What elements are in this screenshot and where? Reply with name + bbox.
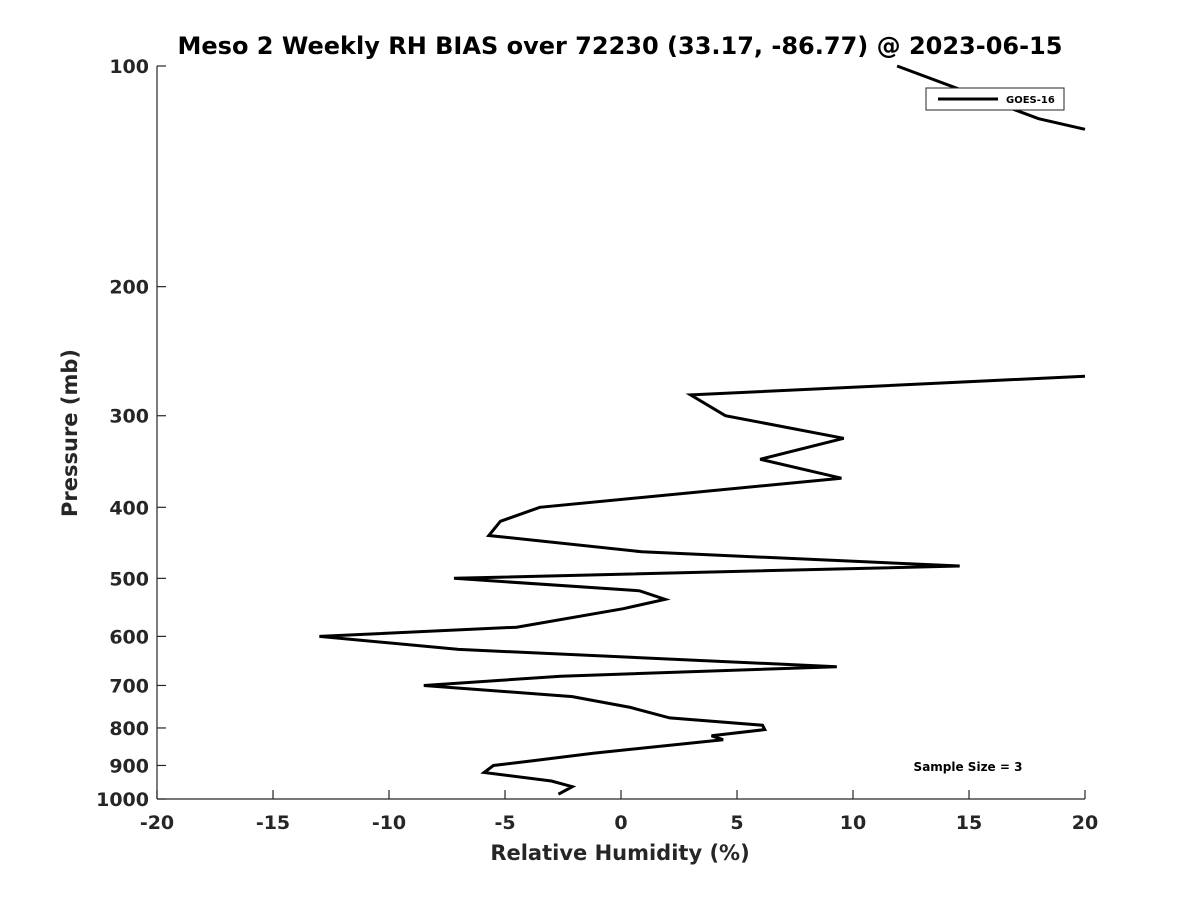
- chart-title: Meso 2 Weekly RH BIAS over 72230 (33.17,…: [178, 32, 1063, 60]
- y-tick-label: 100: [109, 56, 149, 78]
- y-tick-label: 300: [109, 406, 149, 428]
- x-tick-label: -10: [372, 812, 406, 834]
- y-tick-label: 600: [109, 626, 149, 648]
- axes: -20 -15 -10 -5 0 5 10 15 20 100 200 300 400 500 600 700…: [96, 56, 1098, 834]
- y-tick-label: 1000: [96, 789, 149, 811]
- y-tick-label: 400: [109, 497, 149, 519]
- y-tick-label: 900: [109, 755, 149, 777]
- x-tick-label: 0: [614, 812, 627, 834]
- sample-size-annotation: Sample Size = 3: [914, 760, 1023, 774]
- series-line-2: [319, 374, 1086, 796]
- y-tick-label: 200: [109, 277, 149, 299]
- y-tick-label: 500: [109, 568, 149, 590]
- x-tick-label: -5: [494, 812, 515, 834]
- legend-entry-label: GOES-16: [1006, 95, 1055, 106]
- x-tick-label: -15: [256, 812, 290, 834]
- x-tick-label: -20: [140, 812, 174, 834]
- legend: GOES-16: [925, 87, 1065, 111]
- x-axis-title: Relative Humidity (%): [490, 841, 749, 865]
- series-line-1: [896, 64, 1086, 131]
- x-tick-label: 10: [840, 812, 866, 834]
- series-lines: [319, 64, 1086, 796]
- y-axis-title: Pressure (mb): [58, 349, 82, 517]
- y-tick-label: 700: [109, 675, 149, 697]
- y-tick-label: 800: [109, 718, 149, 740]
- x-tick-label: 15: [956, 812, 982, 834]
- x-tick-label: 20: [1072, 812, 1098, 834]
- x-tick-label: 5: [730, 812, 743, 834]
